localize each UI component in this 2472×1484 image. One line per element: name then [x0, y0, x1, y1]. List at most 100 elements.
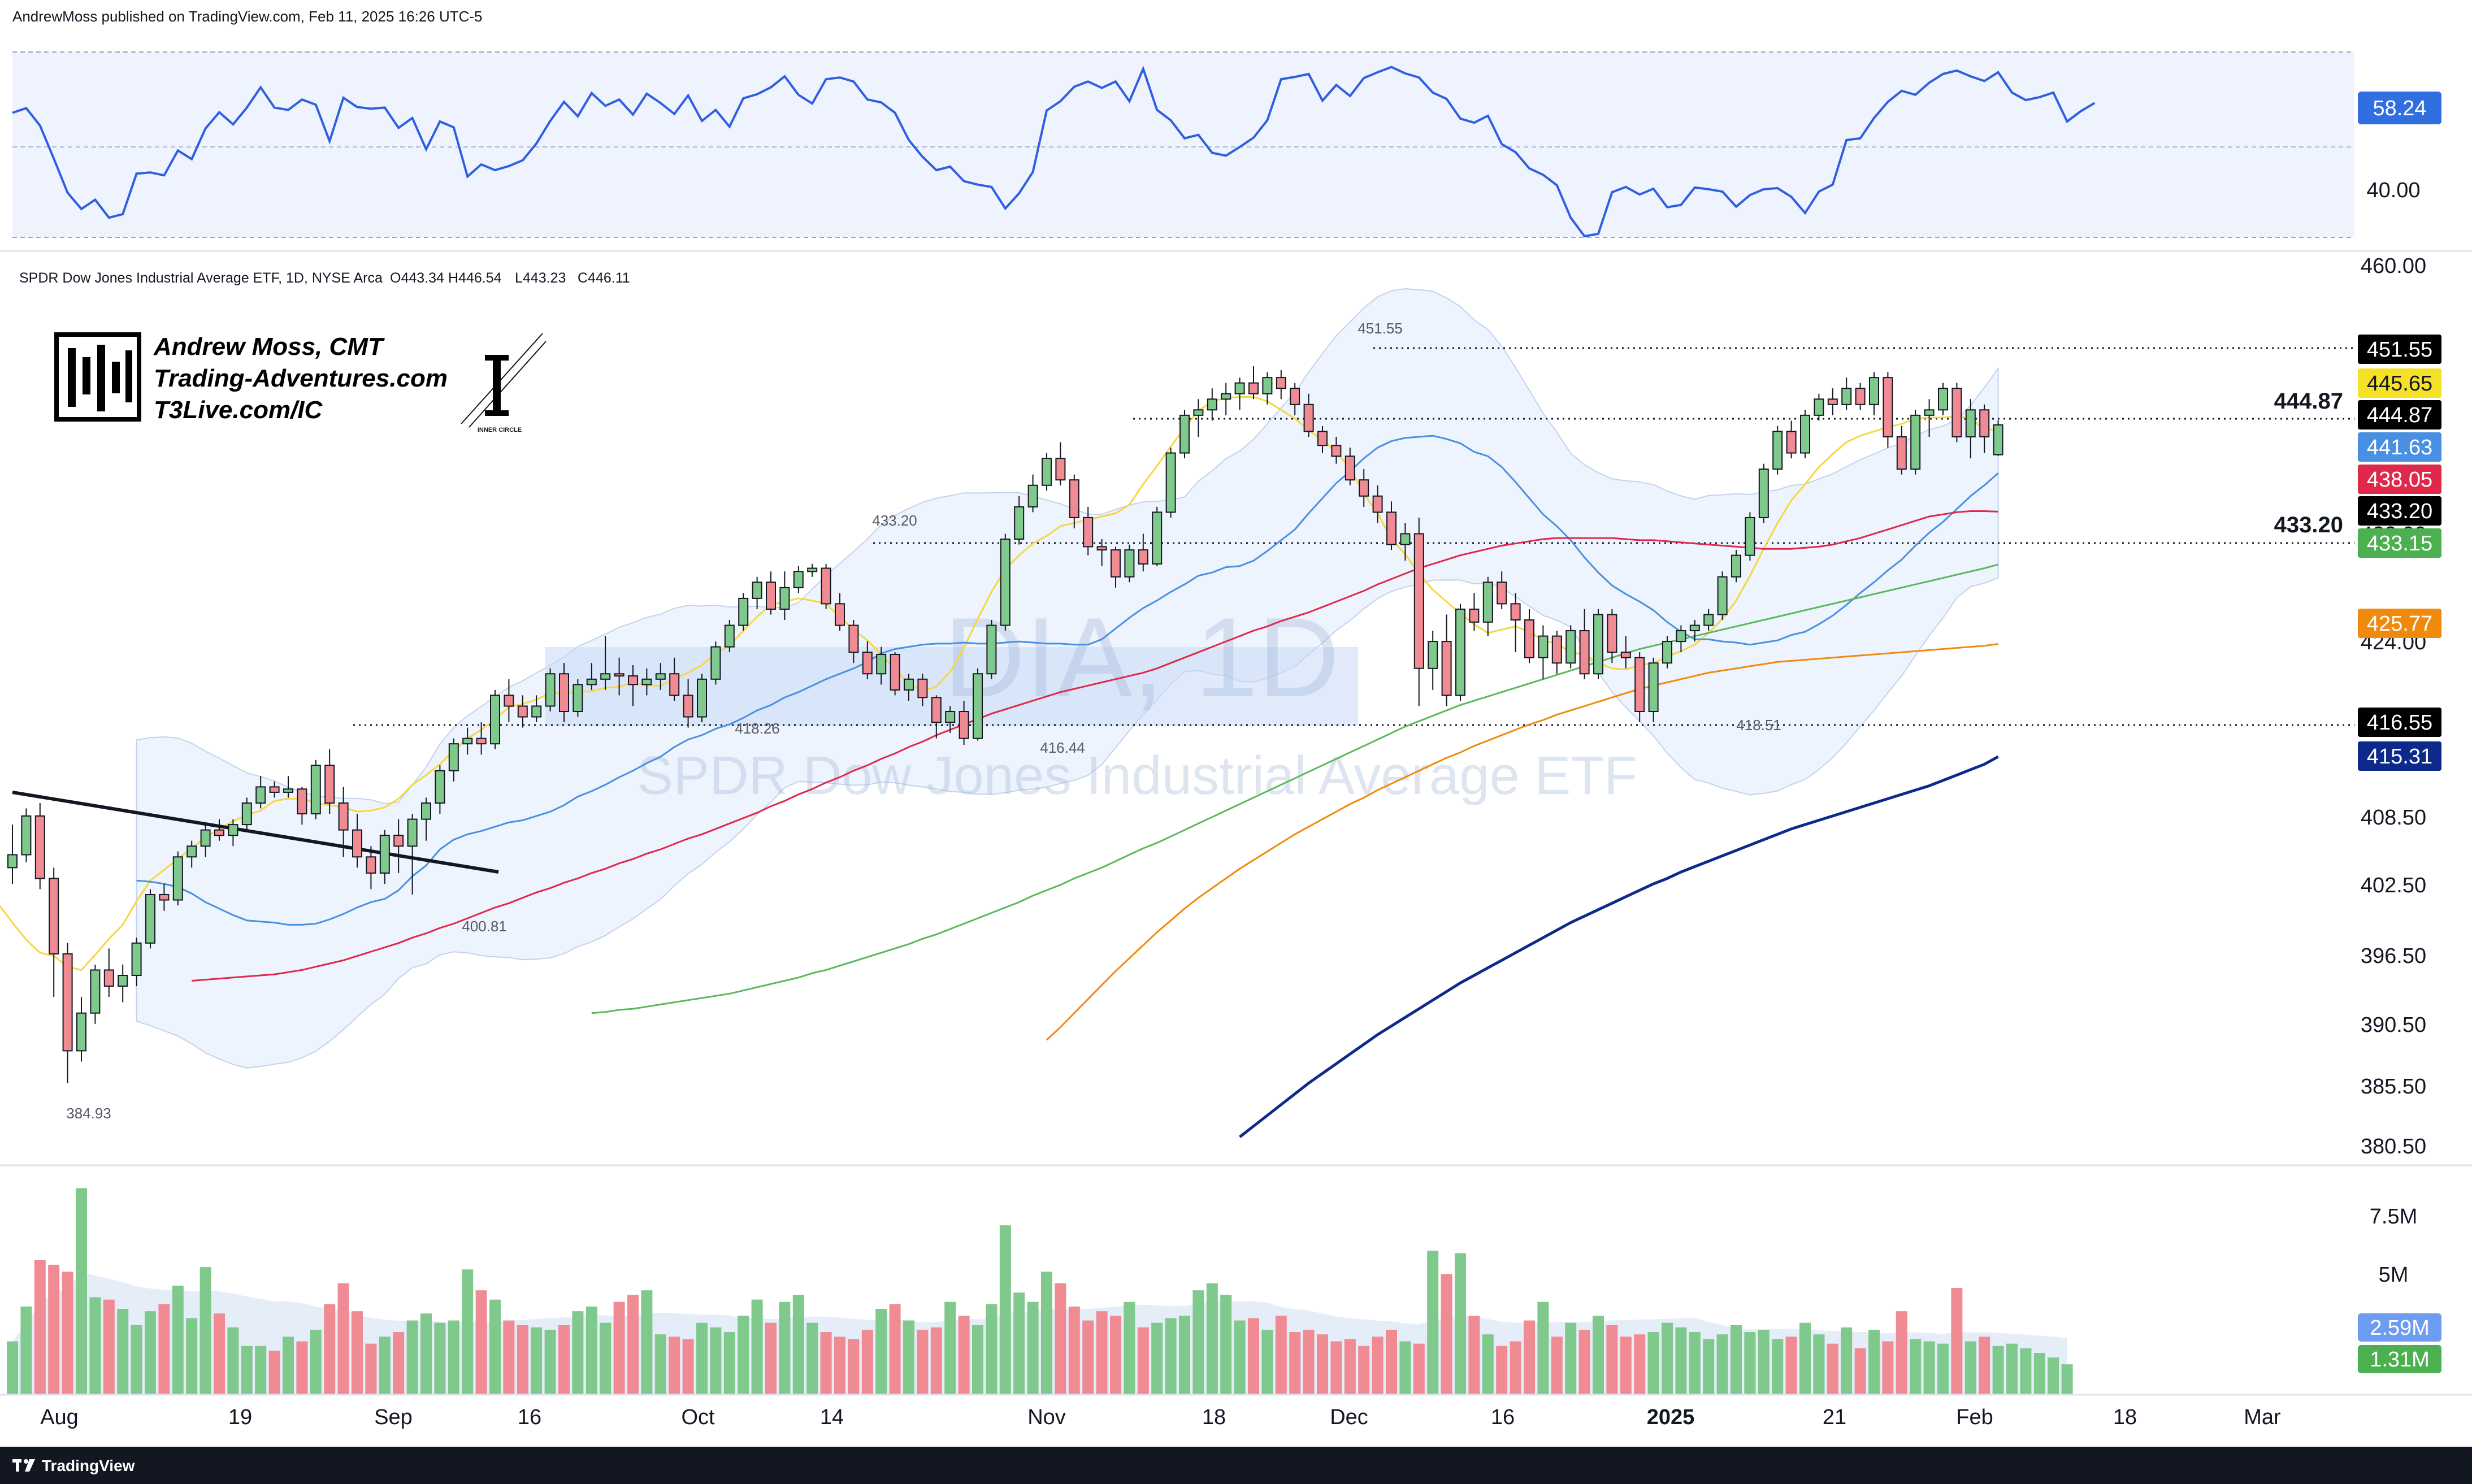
- ma-line-4: [1046, 643, 1998, 1041]
- volume-bar: [930, 1327, 942, 1395]
- volume-bar: [1675, 1327, 1687, 1395]
- price-badge-label: 425.77: [2367, 612, 2432, 636]
- volume-bar: [1468, 1316, 1480, 1395]
- candle: [793, 571, 804, 588]
- candle: [697, 678, 707, 718]
- volume-bar: [1841, 1327, 1853, 1395]
- volume-bar: [172, 1286, 184, 1395]
- candle: [835, 603, 845, 626]
- candle: [628, 675, 638, 685]
- price-badge-label: 445.65: [2367, 372, 2432, 396]
- volume-bar: [1192, 1290, 1204, 1395]
- rsi-tick-40: 40.00: [2366, 179, 2420, 202]
- publish-text: AndrewMoss published on TradingView.com,…: [12, 8, 483, 25]
- candle: [917, 678, 928, 698]
- volume-bar: [875, 1309, 887, 1395]
- candle: [1551, 635, 1562, 664]
- candle: [490, 695, 500, 745]
- ma-line-3: [591, 563, 1998, 1014]
- price-badge-label: 441.63: [2367, 436, 2432, 459]
- ohlc-open: O443.34: [390, 270, 444, 286]
- volume-bar: [1151, 1322, 1163, 1395]
- candle: [366, 856, 376, 874]
- vol-badge-2: [2358, 1345, 2441, 1373]
- volume-bar: [723, 1332, 735, 1395]
- annot-433: 433.20: [872, 512, 917, 529]
- candle: [1524, 619, 1534, 658]
- candle: [1924, 409, 1935, 416]
- candle: [1497, 582, 1507, 605]
- candle: [600, 673, 611, 680]
- ma-line-2: [192, 510, 1998, 982]
- candle: [545, 673, 556, 707]
- rsi-line: [12, 66, 2096, 238]
- volume-bar: [1165, 1318, 1177, 1395]
- candle: [1014, 506, 1025, 540]
- candle: [683, 695, 693, 718]
- watermark-name: SPDR Dow Jones Industrial Average ETF: [637, 745, 1637, 806]
- candle: [1262, 377, 1273, 394]
- candle: [945, 711, 956, 723]
- candle: [1510, 603, 1521, 620]
- volume-bar: [986, 1304, 998, 1395]
- candle: [1331, 445, 1342, 457]
- volume-bar: [186, 1318, 198, 1395]
- footer-brand: TradingView: [42, 1457, 135, 1474]
- volume-bar: [2006, 1343, 2018, 1395]
- price-badge: [2358, 400, 2441, 429]
- candle: [1579, 630, 1590, 675]
- volume-bar: [1096, 1311, 1108, 1395]
- volume-bar: [48, 1265, 60, 1395]
- chart-canvas[interactable]: 40.00 58.24 SPDR Dow Jones Industrial Av…: [0, 36, 2472, 1447]
- moving-averages: [0, 396, 1999, 1138]
- volume-bar: [1937, 1343, 1949, 1395]
- volume-bar: [806, 1322, 818, 1395]
- volume-bar: [1317, 1334, 1328, 1395]
- rsi-last-value: 58.24: [2373, 97, 2426, 120]
- annot-418b: 418.51: [1736, 717, 1781, 734]
- price-pane: SPDR Dow Jones Industrial Average ETF, 1…: [0, 254, 2441, 1158]
- candle: [228, 824, 238, 836]
- candle: [187, 845, 197, 858]
- candle: [752, 582, 762, 599]
- volume-bar: [462, 1269, 474, 1395]
- candle: [1841, 388, 1852, 405]
- price-badge-label: 433.20: [2367, 500, 2432, 523]
- volume-bar: [1510, 1341, 1521, 1395]
- price-badge: [2358, 465, 2441, 494]
- price-tick: 460.00: [2361, 254, 2426, 278]
- candle: [1152, 511, 1163, 565]
- volume-bar: [1744, 1332, 1756, 1395]
- candle: [1717, 576, 1728, 615]
- volume-bar: [434, 1322, 446, 1395]
- candle: [779, 587, 790, 610]
- volume-bar: [820, 1332, 832, 1395]
- candle: [1000, 539, 1011, 626]
- volume-bar: [1910, 1339, 1922, 1395]
- candle: [1979, 409, 1990, 437]
- candle: [531, 705, 542, 718]
- candle: [1883, 377, 1893, 437]
- candle: [448, 743, 459, 771]
- volume-bar: [406, 1320, 418, 1395]
- price-tick: 408.50: [2361, 806, 2426, 830]
- volume-bar: [1179, 1316, 1190, 1395]
- volume-bar: [1992, 1346, 2004, 1395]
- volume-bar: [131, 1325, 142, 1395]
- candle: [34, 815, 45, 879]
- candle: [766, 582, 776, 610]
- candle: [1441, 641, 1452, 696]
- candle: [586, 678, 597, 685]
- volume-bar: [89, 1297, 101, 1395]
- volume-bar: [1413, 1343, 1425, 1395]
- volume-bar: [792, 1295, 804, 1395]
- volume-bar: [2061, 1364, 2073, 1395]
- volume-bar: [558, 1325, 570, 1395]
- price-badge-label: 433.15: [2367, 532, 2432, 556]
- candle: [421, 802, 431, 820]
- volume-bar: [1606, 1325, 1618, 1395]
- volume-bar: [1358, 1346, 1370, 1395]
- candle: [1538, 635, 1549, 658]
- volume-bar: [641, 1290, 653, 1395]
- time-tick: 14: [820, 1405, 844, 1429]
